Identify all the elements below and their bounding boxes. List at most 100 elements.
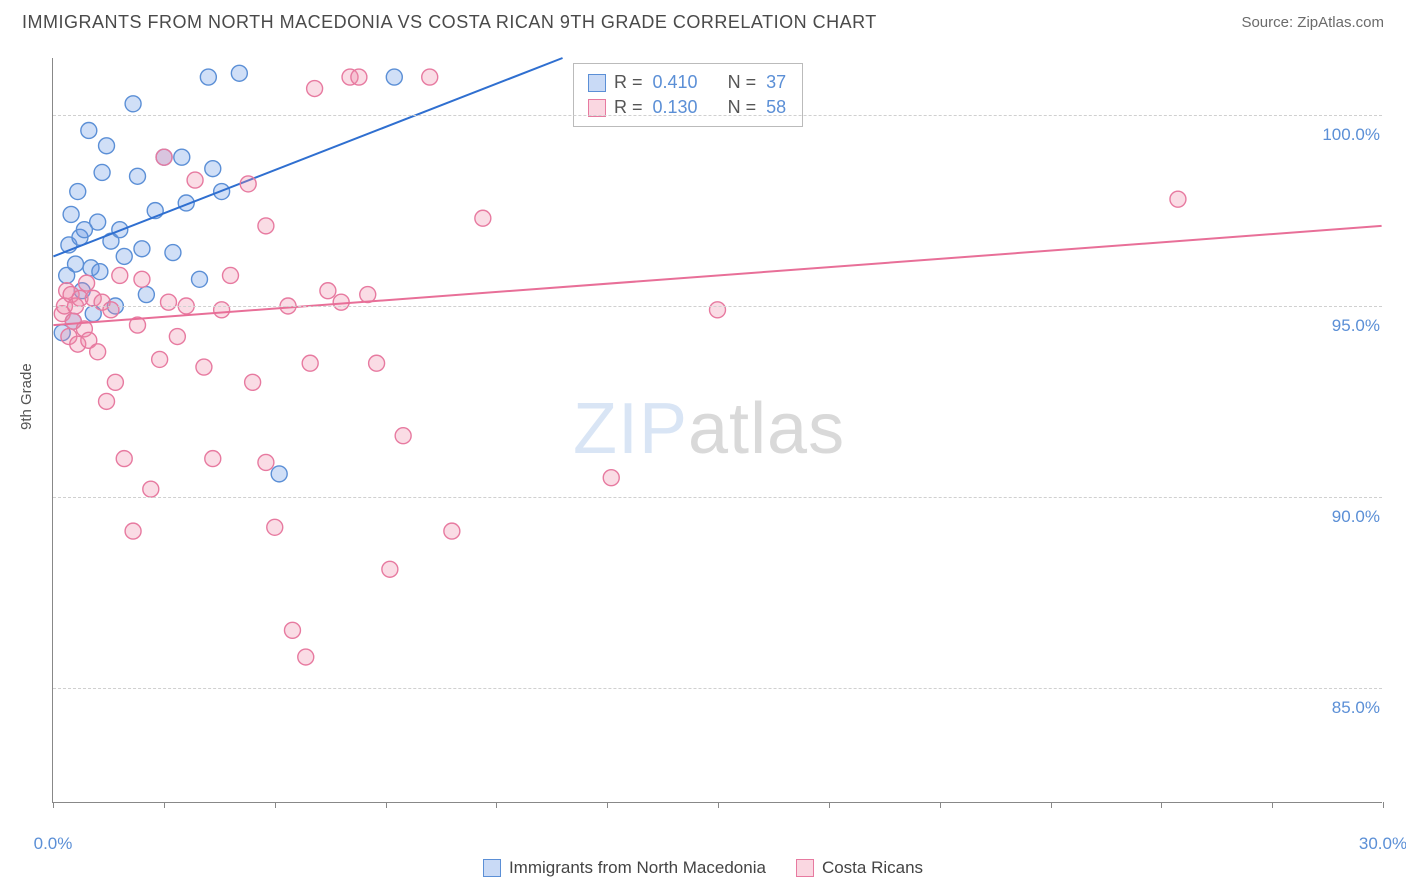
y-tick-label: 100.0% [1318, 125, 1384, 145]
data-point-macedonia [134, 241, 150, 257]
data-point-macedonia [99, 138, 115, 154]
data-point-costarican [307, 81, 323, 97]
n-label: N = [728, 72, 757, 93]
data-point-costarican [240, 176, 256, 192]
data-point-costarican [710, 302, 726, 318]
data-point-macedonia [130, 168, 146, 184]
data-point-costarican [222, 267, 238, 283]
legend-swatch-pink [796, 859, 814, 877]
gridline [53, 306, 1382, 307]
x-tick [53, 802, 54, 808]
data-point-costarican [125, 523, 141, 539]
data-point-macedonia [94, 164, 110, 180]
stats-legend-row: R = 0.410 N = 37 [588, 70, 788, 95]
data-point-macedonia [174, 149, 190, 165]
data-point-costarican [382, 561, 398, 577]
title-bar: IMMIGRANTS FROM NORTH MACEDONIA VS COSTA… [0, 0, 1406, 43]
data-point-macedonia [116, 248, 132, 264]
data-point-macedonia [125, 96, 141, 112]
x-tick [940, 802, 941, 808]
chart-plot-area: ZIPatlas R =0.410N =37R =0.130N =58 85.0… [52, 58, 1382, 803]
data-point-costarican [351, 69, 367, 85]
legend-swatch-pink [588, 99, 606, 117]
data-point-costarican [360, 287, 376, 303]
y-tick-label: 95.0% [1328, 316, 1384, 336]
data-point-macedonia [205, 161, 221, 177]
legend-item: Costa Ricans [796, 858, 923, 878]
data-point-macedonia [68, 256, 84, 272]
data-point-costarican [103, 302, 119, 318]
x-tick [164, 802, 165, 808]
data-point-macedonia [70, 184, 86, 200]
data-point-costarican [1170, 191, 1186, 207]
data-point-costarican [112, 267, 128, 283]
x-tick-label: 30.0% [1359, 834, 1406, 854]
data-point-costarican [143, 481, 159, 497]
data-point-costarican [298, 649, 314, 665]
data-point-costarican [134, 271, 150, 287]
legend-swatch-blue [483, 859, 501, 877]
data-point-macedonia [138, 287, 154, 303]
x-tick [607, 802, 608, 808]
data-point-costarican [258, 218, 274, 234]
data-point-costarican [214, 302, 230, 318]
gridline [53, 115, 1382, 116]
r-value: 0.410 [651, 72, 700, 93]
data-point-costarican [267, 519, 283, 535]
x-tick [829, 802, 830, 808]
x-tick [386, 802, 387, 808]
data-point-costarican [258, 454, 274, 470]
x-tick [718, 802, 719, 808]
data-point-costarican [169, 329, 185, 345]
data-point-costarican [161, 294, 177, 310]
y-axis-title: 9th Grade [18, 363, 35, 430]
data-point-macedonia [231, 65, 247, 81]
x-tick [1051, 802, 1052, 808]
data-point-costarican [284, 622, 300, 638]
data-point-costarican [79, 275, 95, 291]
data-point-costarican [90, 344, 106, 360]
data-point-macedonia [386, 69, 402, 85]
data-point-costarican [99, 393, 115, 409]
data-point-costarican [603, 470, 619, 486]
legend-label: Costa Ricans [822, 858, 923, 878]
data-point-costarican [152, 351, 168, 367]
data-point-costarican [205, 451, 221, 467]
data-point-macedonia [192, 271, 208, 287]
legend-swatch-blue [588, 74, 606, 92]
data-point-costarican [369, 355, 385, 371]
data-point-costarican [187, 172, 203, 188]
data-point-costarican [245, 374, 261, 390]
data-point-macedonia [271, 466, 287, 482]
x-tick [1161, 802, 1162, 808]
x-tick [1383, 802, 1384, 808]
data-point-costarican [196, 359, 212, 375]
data-point-macedonia [165, 245, 181, 261]
n-value: 37 [764, 72, 788, 93]
x-tick [496, 802, 497, 808]
data-point-costarican [422, 69, 438, 85]
data-point-costarican [116, 451, 132, 467]
data-point-macedonia [92, 264, 108, 280]
data-point-macedonia [63, 206, 79, 222]
scatter-plot-svg [53, 58, 1382, 802]
x-tick [275, 802, 276, 808]
source-label: Source: ZipAtlas.com [1241, 14, 1384, 31]
data-point-costarican [320, 283, 336, 299]
series-legend: Immigrants from North Macedonia Costa Ric… [0, 858, 1406, 878]
r-label: R = [614, 72, 643, 93]
x-tick [1272, 802, 1273, 808]
data-point-costarican [475, 210, 491, 226]
chart-title: IMMIGRANTS FROM NORTH MACEDONIA VS COSTA… [22, 12, 877, 33]
y-tick-label: 90.0% [1328, 507, 1384, 527]
legend-item: Immigrants from North Macedonia [483, 858, 766, 878]
data-point-costarican [156, 149, 172, 165]
data-point-costarican [395, 428, 411, 444]
data-point-costarican [107, 374, 123, 390]
gridline [53, 688, 1382, 689]
data-point-macedonia [200, 69, 216, 85]
x-tick-label: 0.0% [34, 834, 73, 854]
data-point-macedonia [81, 123, 97, 139]
data-point-macedonia [90, 214, 106, 230]
gridline [53, 497, 1382, 498]
